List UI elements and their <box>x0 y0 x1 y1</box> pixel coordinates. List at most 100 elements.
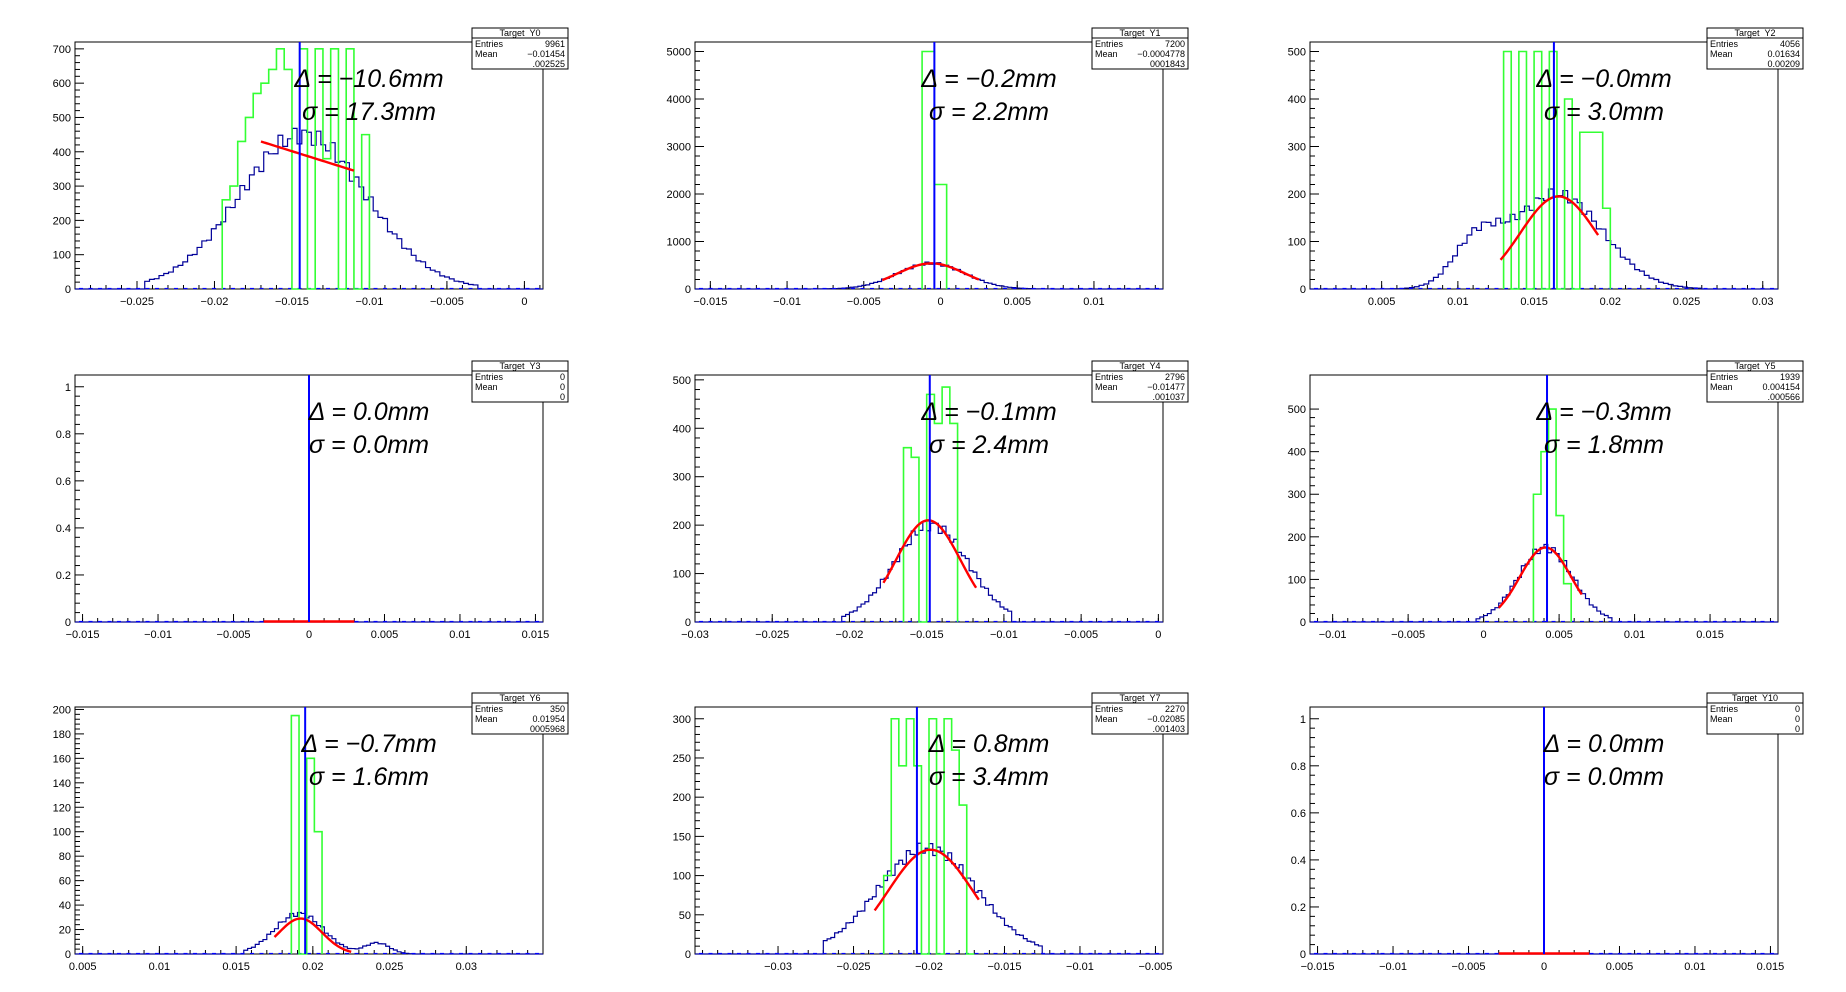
y-tick-label: 300 <box>1288 142 1306 154</box>
y-tick-label: 150 <box>673 831 691 843</box>
x-tick-label: 0.01 <box>1624 629 1645 641</box>
x-tick-label: 0.015 <box>222 961 250 973</box>
stats-stddev-value: .001403 <box>1152 724 1185 734</box>
y-tick-label: 250 <box>673 753 691 765</box>
sigma-annotation: σ = 0.0mm <box>1544 763 1664 791</box>
y-tick-label: 700 <box>53 44 71 56</box>
y-tick-label: 120 <box>53 802 71 814</box>
green-histogram <box>290 714 323 955</box>
stats-entries-label: Entries <box>1095 39 1124 49</box>
y-tick-label: 60 <box>59 876 71 888</box>
x-tick-label: 0.015 <box>1696 629 1724 641</box>
x-tick-label: −0.005 <box>217 629 251 641</box>
histogram-panel: 0 100 200 300 400 500 600 700 −0.025 −0.02 −0.015 −… <box>53 27 569 308</box>
x-tick-label: −0.005 <box>1391 629 1425 641</box>
y-tick-label: 400 <box>1288 94 1306 106</box>
fit-curve <box>1497 546 1583 609</box>
x-tick-label: 0.005 <box>69 961 97 973</box>
stats-mean-value: 0.01634 <box>1767 49 1800 59</box>
x-tick-label: −0.02 <box>836 629 864 641</box>
x-tick-label: −0.01 <box>773 296 801 308</box>
stats-entries-label: Entries <box>475 39 504 49</box>
y-tick-label: 0 <box>685 284 691 296</box>
stats-mean-value: 0 <box>560 382 565 392</box>
histogram-panel: 0 20 40 60 80 100 120 140 160 180 200 0.005 0.01 0.01… <box>53 692 569 973</box>
y-tick-label: 600 <box>53 78 71 90</box>
y-tick-label: 400 <box>673 423 691 435</box>
blue-histogram <box>75 911 543 955</box>
stats-stddev-value: 0.00209 <box>1767 59 1800 69</box>
stats-entries-value: 1939 <box>1780 372 1800 382</box>
y-tick-label: 0.4 <box>1291 855 1306 867</box>
stats-stddev-value: .000566 <box>1767 392 1800 402</box>
x-tick-label: 0.015 <box>1757 961 1785 973</box>
y-tick-label: 100 <box>53 827 71 839</box>
y-tick-label: 80 <box>59 851 71 863</box>
x-tick-label: −0.005 <box>430 296 464 308</box>
y-tick-label: 200 <box>53 704 71 716</box>
fit-curve <box>260 140 355 172</box>
histogram-panel: 0 50 100 150 200 250 300 −0.03 −0.025 −0.02 −0.015… <box>673 692 1189 973</box>
y-tick-label: 0.2 <box>1291 902 1306 914</box>
stats-title: Target_Y0 <box>499 28 540 38</box>
x-tick-label: −0.005 <box>1452 961 1486 973</box>
stats-title: Target_Y1 <box>1119 28 1160 38</box>
x-tick-label: 0 <box>937 296 943 308</box>
y-tick-label: 100 <box>53 250 71 262</box>
delta-annotation: Δ = −0.7mm <box>300 730 436 758</box>
x-tick-label: 0.02 <box>302 961 323 973</box>
stats-box-frame <box>1706 360 1804 403</box>
sigma-annotation: σ = 2.4mm <box>929 431 1049 459</box>
x-tick-label: −0.015 <box>275 296 309 308</box>
y-tick-label: 300 <box>673 472 691 484</box>
stats-entries-value: 7200 <box>1165 39 1185 49</box>
delta-annotation: Δ = 0.0mm <box>1543 730 1665 758</box>
stats-mean-value: 0 <box>1795 714 1800 724</box>
x-tick-label: −0.015 <box>910 629 944 641</box>
stats-title: Target_Y2 <box>1734 28 1775 38</box>
stats-mean-value: 0.01954 <box>532 714 565 724</box>
x-tick-label: −0.005 <box>1064 629 1098 641</box>
x-tick-label: −0.01 <box>356 296 384 308</box>
sigma-annotation: σ = 17.3mm <box>302 98 436 126</box>
x-tick-label: −0.02 <box>915 961 943 973</box>
stats-mean-label: Mean <box>1710 714 1733 724</box>
x-tick-label: 0.01 <box>149 961 170 973</box>
y-tick-label: 0.6 <box>56 476 71 488</box>
stats-mean-label: Mean <box>1710 382 1733 392</box>
y-tick-label: 200 <box>53 215 71 227</box>
stats-title: Target_Y5 <box>1734 361 1775 371</box>
sigma-annotation: σ = 1.6mm <box>309 763 429 791</box>
y-tick-label: 1 <box>1300 714 1306 726</box>
stats-entries-label: Entries <box>1095 372 1124 382</box>
y-tick-label: 1 <box>65 382 71 394</box>
x-tick-label: −0.025 <box>837 961 871 973</box>
y-tick-label: 100 <box>673 569 691 581</box>
stats-mean-value: −0.01477 <box>1147 382 1185 392</box>
y-tick-label: 500 <box>53 112 71 124</box>
stats-stddev-value: 0001843 <box>1150 59 1185 69</box>
green-histogram <box>1532 408 1572 622</box>
x-tick-label: −0.015 <box>66 629 100 641</box>
x-tick-label: −0.01 <box>144 629 172 641</box>
x-tick-label: 0.03 <box>456 961 477 973</box>
x-tick-label: 0.01 <box>1083 296 1104 308</box>
x-tick-label: 0.005 <box>371 629 399 641</box>
y-tick-label: 0 <box>65 949 71 961</box>
y-tick-label: 1000 <box>667 237 691 249</box>
stats-entries-value: 350 <box>550 704 565 714</box>
y-tick-label: 0.8 <box>56 429 71 441</box>
y-tick-label: 500 <box>1288 47 1306 59</box>
stats-box-frame <box>1706 27 1804 70</box>
sigma-annotation: σ = 1.8mm <box>1544 431 1664 459</box>
stats-mean-label: Mean <box>1710 49 1733 59</box>
y-tick-label: 0 <box>1300 284 1306 296</box>
stats-mean-value: 0.004154 <box>1762 382 1800 392</box>
delta-annotation: Δ = −0.3mm <box>1535 398 1671 426</box>
